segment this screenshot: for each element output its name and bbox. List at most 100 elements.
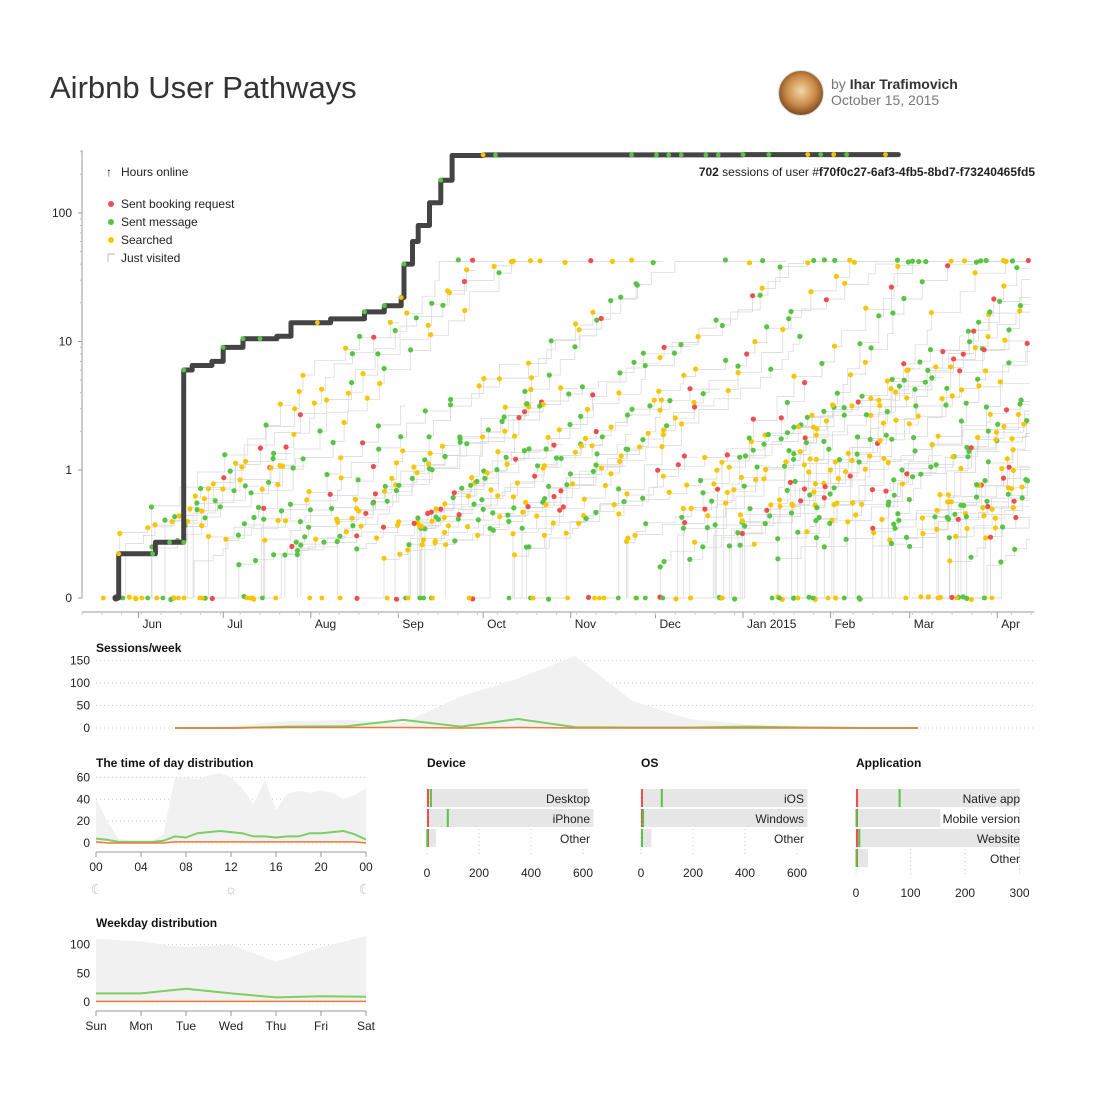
session-dot [160,595,166,601]
y-tick-label: 1 [65,463,72,477]
session-dot [961,258,968,264]
session-dot [688,505,694,511]
author-name[interactable]: Ihar Trafimovich [849,76,958,92]
session-dot [271,450,277,456]
legend-swatch [108,237,114,243]
session-dot [608,298,614,304]
session-dot [894,257,901,263]
session-dot [455,257,461,263]
category-label: iOS [784,792,804,806]
session-dot [354,506,360,512]
session-dot [1010,505,1017,511]
session-dot [430,595,435,601]
session-dot [891,521,897,527]
session-dot [294,552,300,558]
message-marker [660,789,663,807]
session-dot [781,463,788,469]
session-dot [784,399,790,406]
pathway-trace [514,465,626,598]
session-dot [901,377,907,383]
session-dot [300,456,306,462]
session-dot [634,282,640,288]
session-dot [769,595,775,601]
session-dot [661,558,667,565]
session-dot [306,489,312,495]
session-dot [465,493,471,499]
session-dot [570,481,576,487]
session-dot [849,457,855,464]
session-dot [760,258,766,264]
session-dot [205,486,211,492]
session-dot [393,487,399,494]
session-dot [601,595,607,601]
session-dot [384,595,390,601]
session-dot [859,501,865,507]
session-dot [647,403,653,409]
session-dot [429,300,435,306]
session-dot [428,332,434,338]
session-dot [1005,491,1011,497]
session-dot [145,525,151,531]
session-dot [739,518,745,524]
user-id[interactable]: f70f0c27-6af3-4fb5-8bd7-f73240465fd5 [819,165,1035,179]
session-dot [609,258,616,264]
session-dot [636,444,643,450]
session-dot [881,455,887,462]
category-bar [856,809,941,827]
x-tick-label: 0 [638,866,645,880]
session-dot [343,529,349,535]
pathway-trace [417,261,880,598]
session-dot [724,452,730,458]
session-dot [409,475,415,481]
session-dot [616,511,622,517]
session-dot [220,486,226,492]
session-dot [360,440,366,446]
session-dot [542,496,548,502]
session-dot [270,455,276,462]
session-dot [297,412,303,418]
session-dot [983,257,989,264]
session-dot [791,424,797,430]
session-dot [435,516,441,522]
session-dot [372,491,378,497]
session-dot [357,333,363,339]
session-dot [148,504,154,510]
session-dot [746,435,752,441]
session-dot [349,515,355,521]
session-dot [429,467,435,473]
session-dot [765,431,771,438]
highlighted-session-dot [480,152,486,158]
session-dot [804,529,810,535]
session-dot [551,493,557,500]
session-dot [726,464,732,470]
session-dot [935,595,941,601]
session-dot [917,359,923,365]
session-dot [564,482,570,488]
session-dot [959,387,965,393]
x-tick-label: Jun [142,617,161,631]
session-dot [722,257,729,263]
session-dot [503,454,509,460]
pathways-chart[interactable]: 0 1 10 100 Jun Jul Aug Sep Oct Nov Dec Jan 2015 Feb M… [52,150,1035,631]
session-dot [380,524,387,530]
session-dot [992,525,999,531]
session-dot [545,434,551,440]
session-dot [946,535,952,541]
session-dot [405,547,411,553]
session-dot [968,596,974,603]
session-dot [289,543,295,550]
session-dot [944,385,950,391]
session-dot [832,459,838,465]
session-dot [528,386,534,393]
session-dot [943,402,949,408]
session-dot [608,471,614,477]
session-dot [660,595,666,601]
session-dot [145,595,151,601]
session-dot [643,521,649,527]
panel-title: Sessions/week [96,641,182,655]
session-dot [739,530,745,537]
total-area [175,656,918,728]
session-dot [387,319,393,325]
session-dot [680,525,687,531]
session-dot [768,366,774,372]
